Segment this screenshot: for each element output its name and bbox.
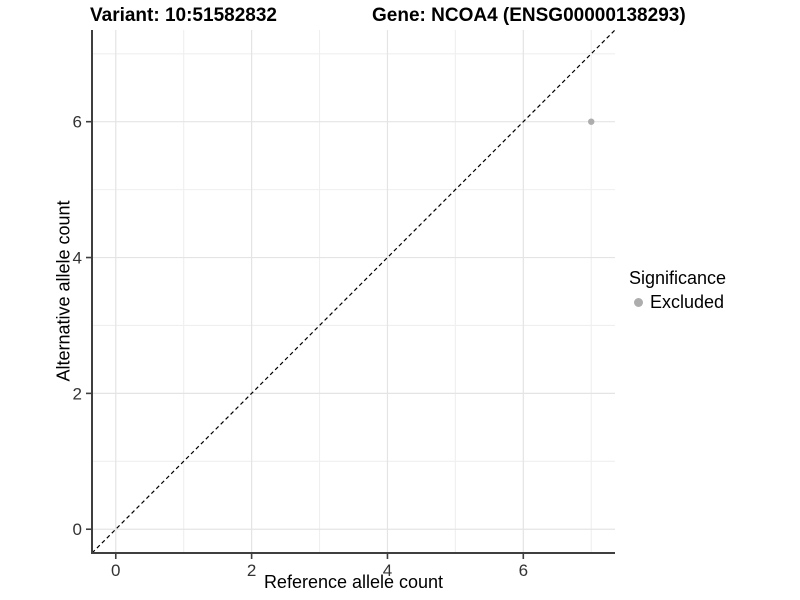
excluded-point-icon [634,298,643,307]
y-tick-label: 6 [73,113,82,132]
x-axis-label: Reference allele count [263,572,444,592]
legend-title: Significance [629,268,727,288]
gene-title: Gene: NCOA4 (ENSG00000138293) [372,5,686,26]
y-tick-label: 0 [73,520,82,539]
legend-item-label: Excluded [650,292,725,312]
data-points [588,118,595,125]
axis-ticks [86,120,525,559]
y-tick-label: 2 [73,384,82,403]
legend-item-excluded: Excluded [629,292,726,313]
x-tick-labels: 0 2 4 6 [111,561,528,580]
x-tick-label: 6 [519,561,528,580]
x-tick-label: 4 [383,561,392,580]
data-point-excluded [588,118,595,125]
identity-reference-line [91,29,616,554]
x-tick-label: 0 [111,561,120,580]
grid-major [92,30,615,553]
axis-lines [91,30,615,554]
variant-title: Variant: 10:51582832 [90,5,277,26]
y-tick-labels: 0 2 4 6 [73,113,82,540]
legend: Significance Excluded [629,268,726,313]
x-tick-label: 2 [247,561,256,580]
y-tick-label: 4 [73,249,82,268]
y-axis-label: Alternative allele count [53,200,74,382]
grid-minor [92,30,615,553]
